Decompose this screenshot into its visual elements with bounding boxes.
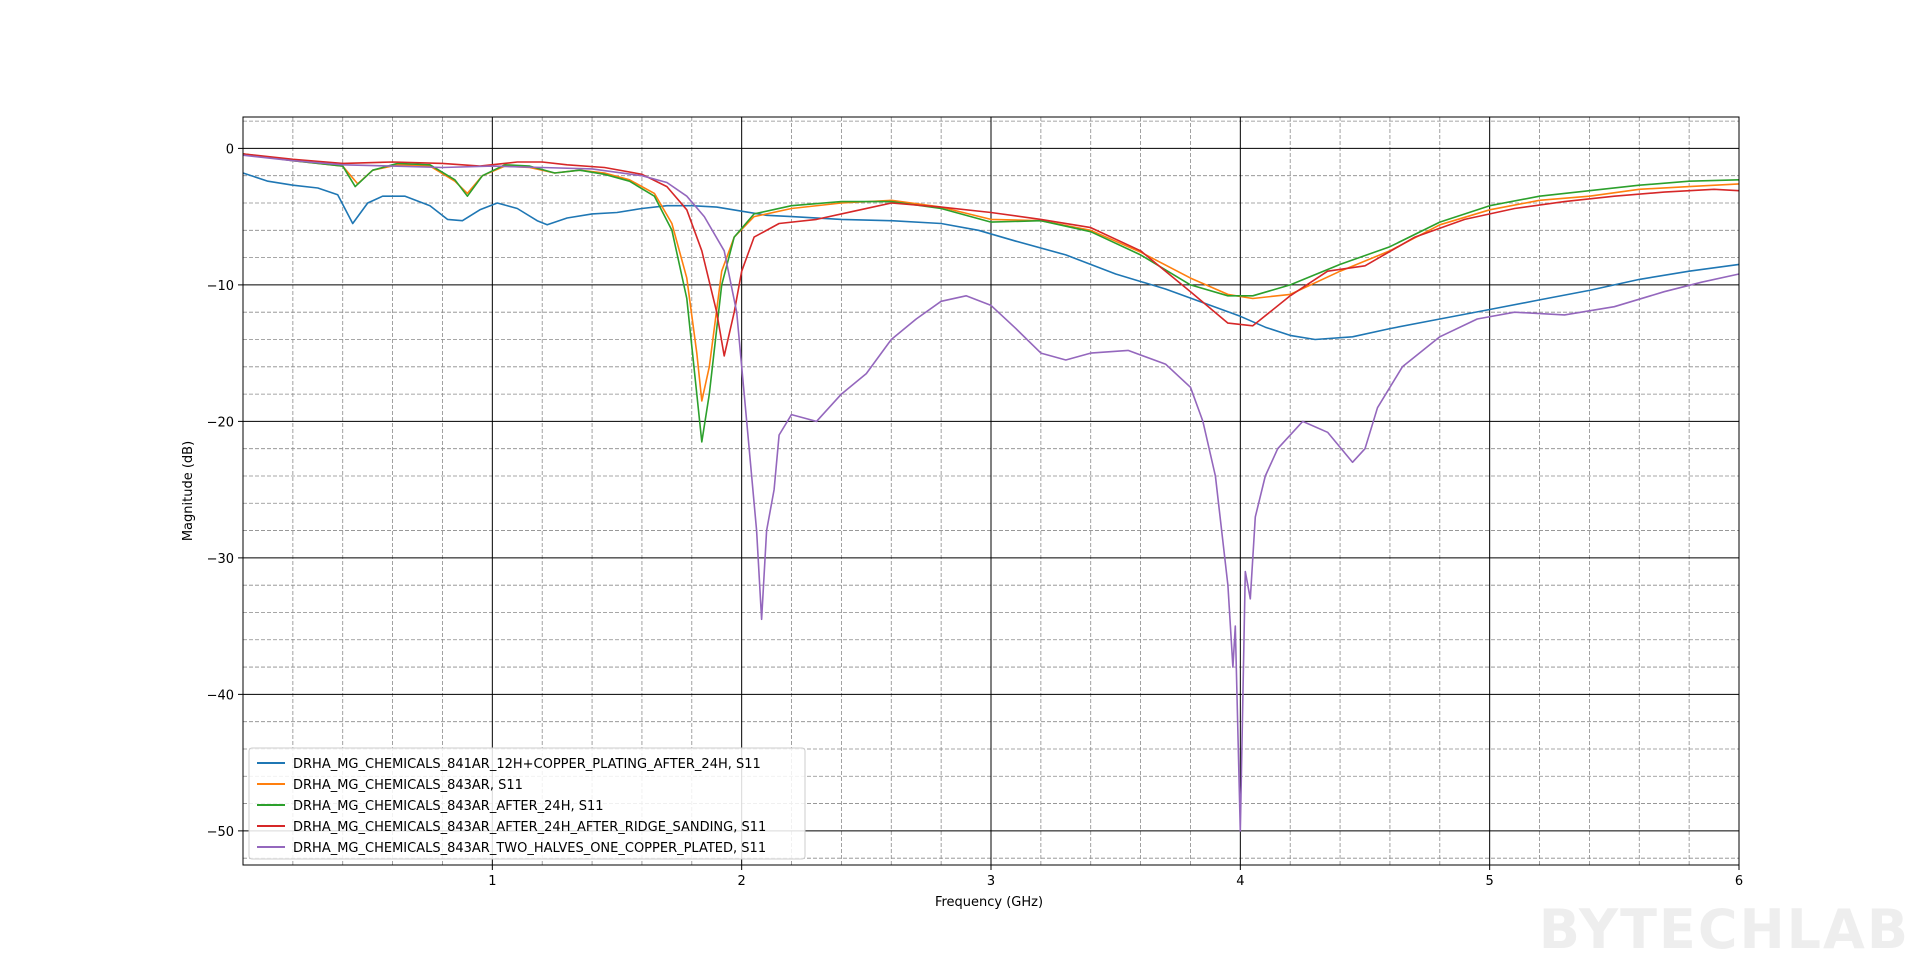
series-layer xyxy=(242,153,1740,832)
legend-entry-2: DRHA_MG_CHEMICALS_843AR, S11 xyxy=(293,778,523,793)
series-line-1 xyxy=(242,172,1740,341)
legend-entry-4: DRHA_MG_CHEMICALS_843AR_AFTER_24H_AFTER_… xyxy=(293,820,766,835)
x-tick-label: 2 xyxy=(738,874,746,889)
y-tick-label: −50 xyxy=(207,825,234,840)
x-tick-label: 5 xyxy=(1486,874,1494,889)
y-tick-label: −30 xyxy=(207,552,234,567)
legend: DRHA_MG_CHEMICALS_841AR_12H+COPPER_PLATI… xyxy=(248,747,806,860)
x-tick-label: 3 xyxy=(987,874,995,889)
y-tick-label: −40 xyxy=(207,688,234,703)
y-tick-label: −20 xyxy=(207,415,234,430)
y-axis-label: Magnitude (dB) xyxy=(181,441,196,541)
x-axis-ticks: 1 2 3 4 5 6 xyxy=(488,865,1743,889)
legend-entry-1: DRHA_MG_CHEMICALS_841AR_12H+COPPER_PLATI… xyxy=(293,757,761,772)
legend-entry-3: DRHA_MG_CHEMICALS_843AR_AFTER_24H, S11 xyxy=(293,799,604,814)
legend-entry-5: DRHA_MG_CHEMICALS_843AR_TWO_HALVES_ONE_C… xyxy=(293,841,766,856)
x-axis-label: Frequency (GHz) xyxy=(935,895,1043,910)
x-tick-label: 6 xyxy=(1735,874,1743,889)
series-line-3 xyxy=(242,153,1740,443)
series-line-4 xyxy=(242,153,1740,357)
series-line-5 xyxy=(242,154,1740,832)
y-tick-label: −10 xyxy=(207,279,234,294)
x-tick-label: 4 xyxy=(1236,874,1244,889)
major-gridlines xyxy=(243,117,1740,865)
x-tick-label: 1 xyxy=(488,874,496,889)
y-axis-ticks: 0 −10 −20 −30 −40 −50 xyxy=(207,142,243,840)
watermark-text: BYTECHLAB xyxy=(1538,898,1910,961)
legend-box xyxy=(248,747,806,860)
y-tick-label: 0 xyxy=(226,142,234,157)
